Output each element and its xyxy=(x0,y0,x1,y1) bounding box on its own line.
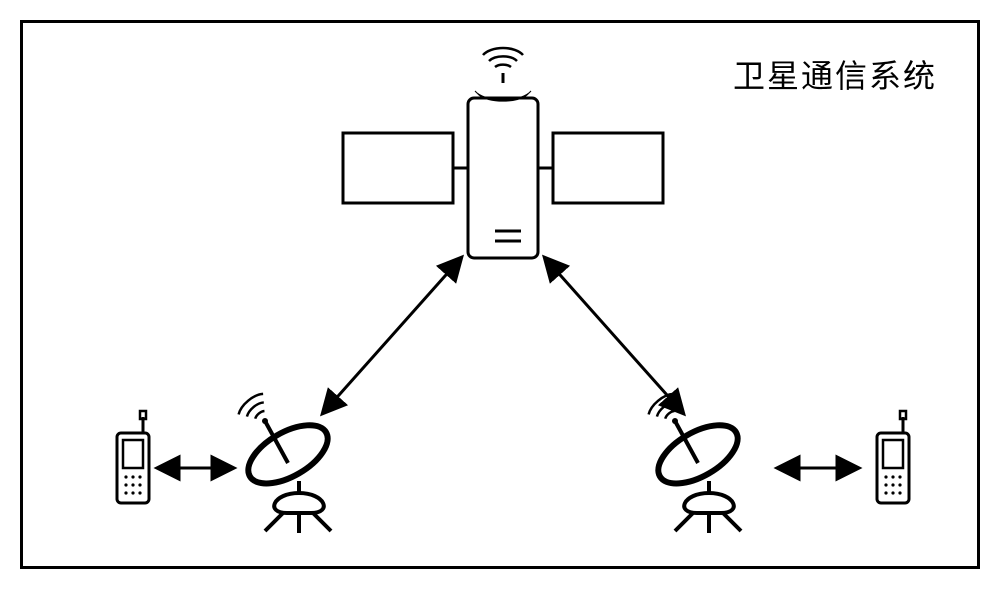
links xyxy=(158,258,858,468)
link-sat-left xyxy=(323,258,461,413)
phone-left-icon xyxy=(117,411,149,503)
diagram-frame: 卫星通信系统 xyxy=(20,20,980,569)
diagram-canvas xyxy=(23,23,977,566)
link-sat-right xyxy=(545,258,683,413)
phone-right-icon xyxy=(877,411,909,503)
satellite-icon xyxy=(343,48,663,258)
ground-station-right-icon xyxy=(646,390,747,533)
ground-station-left-icon xyxy=(236,390,337,533)
